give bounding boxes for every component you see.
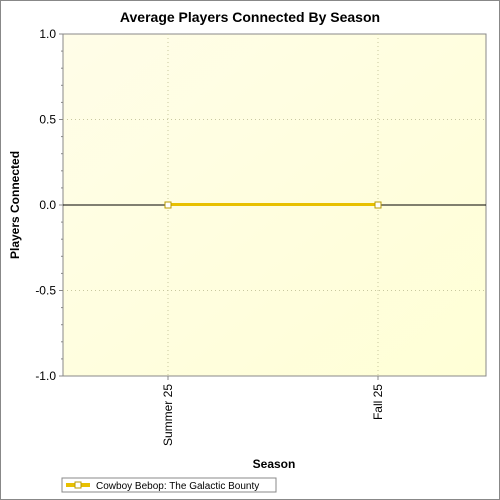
legend-marker	[74, 481, 82, 489]
y-tick-label: 0.0	[39, 198, 56, 212]
y-axis-label: Players Connected	[8, 151, 22, 259]
y-tick-label: 1.0	[39, 27, 56, 41]
series-layer	[164, 201, 382, 209]
data-point	[374, 201, 382, 209]
legend-entry: Cowboy Bebop: The Galactic Bounty	[96, 481, 259, 492]
legend: Cowboy Bebop: The Galactic Bounty	[61, 477, 277, 493]
chart-title: Average Players Connected By Season	[120, 9, 380, 25]
y-axis: 1.0 0.5 0.0 -0.5 -1.0	[35, 27, 63, 383]
x-axis: Summer 25 Fall 25	[161, 376, 385, 446]
y-tick-label: 0.5	[39, 113, 56, 127]
y-tick-label: -1.0	[35, 369, 56, 383]
legend-box	[61, 477, 277, 493]
data-point	[164, 201, 172, 209]
y-tick-label: -0.5	[35, 284, 56, 298]
x-tick-label: Summer 25	[161, 384, 175, 446]
x-tick-label: Fall 25	[371, 384, 385, 420]
x-axis-label: Season	[253, 457, 296, 471]
